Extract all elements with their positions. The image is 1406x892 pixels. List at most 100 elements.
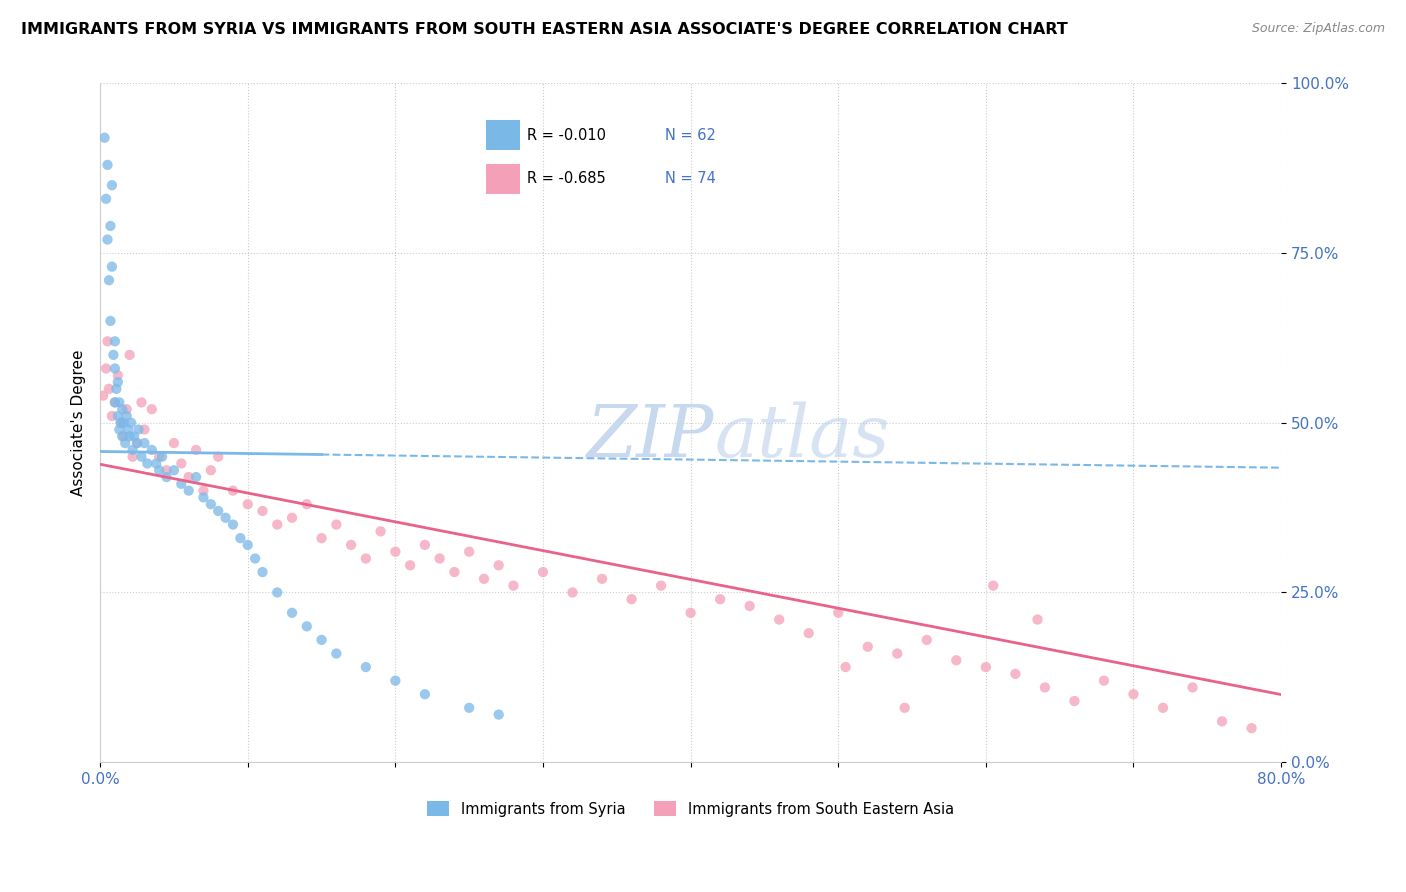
Point xyxy=(413,538,436,552)
Point xyxy=(384,673,406,688)
Point xyxy=(1004,666,1026,681)
Point xyxy=(1122,687,1144,701)
Point xyxy=(281,606,304,620)
Point xyxy=(236,538,259,552)
Point xyxy=(354,551,377,566)
Point xyxy=(110,416,132,430)
Point xyxy=(141,442,163,457)
Point xyxy=(125,436,148,450)
Point xyxy=(488,707,510,722)
Point xyxy=(120,416,142,430)
Point xyxy=(108,423,131,437)
Point xyxy=(1181,681,1204,695)
Point xyxy=(121,450,143,464)
Point xyxy=(1092,673,1115,688)
Point xyxy=(295,619,318,633)
Point xyxy=(98,273,121,287)
Point xyxy=(295,497,318,511)
Point xyxy=(104,334,127,349)
Point xyxy=(100,219,122,233)
Point xyxy=(200,463,222,477)
Point xyxy=(128,423,150,437)
Point xyxy=(184,470,207,484)
Point xyxy=(252,504,274,518)
Point xyxy=(118,429,141,443)
Point xyxy=(311,632,333,647)
Point xyxy=(325,647,347,661)
Point xyxy=(193,483,215,498)
Point xyxy=(91,389,114,403)
Point xyxy=(117,423,139,437)
Point xyxy=(94,361,117,376)
Point xyxy=(354,660,377,674)
Point xyxy=(94,192,117,206)
Point xyxy=(145,457,167,471)
Text: ZIP: ZIP xyxy=(586,401,714,472)
Point xyxy=(131,450,153,464)
Point xyxy=(177,483,200,498)
Point xyxy=(177,470,200,484)
Point xyxy=(110,416,132,430)
Point xyxy=(1026,613,1049,627)
Point xyxy=(105,382,128,396)
Point xyxy=(340,538,363,552)
Point xyxy=(108,395,131,409)
Point xyxy=(1063,694,1085,708)
Point xyxy=(281,510,304,524)
Point xyxy=(121,442,143,457)
Point xyxy=(1033,681,1056,695)
Point xyxy=(96,158,118,172)
Point xyxy=(96,334,118,349)
Point xyxy=(1240,721,1263,735)
Point xyxy=(502,579,524,593)
Point xyxy=(443,565,465,579)
Point xyxy=(122,429,145,443)
Point xyxy=(458,700,481,714)
Point xyxy=(797,626,820,640)
Point xyxy=(399,558,422,573)
Point xyxy=(100,314,122,328)
Point xyxy=(101,178,124,193)
Point xyxy=(856,640,879,654)
Point xyxy=(738,599,761,613)
Point xyxy=(101,260,124,274)
Point xyxy=(429,551,451,566)
Point xyxy=(1211,714,1233,729)
Point xyxy=(200,497,222,511)
Point xyxy=(163,436,186,450)
Point xyxy=(155,470,177,484)
Point xyxy=(107,375,129,389)
Point xyxy=(650,579,672,593)
Point xyxy=(384,545,406,559)
Text: IMMIGRANTS FROM SYRIA VS IMMIGRANTS FROM SOUTH EASTERN ASIA ASSOCIATE'S DEGREE C: IMMIGRANTS FROM SYRIA VS IMMIGRANTS FROM… xyxy=(21,22,1067,37)
Y-axis label: Associate's Degree: Associate's Degree xyxy=(72,350,86,496)
Point xyxy=(886,647,908,661)
Point xyxy=(252,565,274,579)
Point xyxy=(111,429,134,443)
Point xyxy=(148,450,170,464)
Point xyxy=(207,504,229,518)
Point xyxy=(96,233,118,247)
Point xyxy=(561,585,583,599)
Point xyxy=(974,660,997,674)
Point xyxy=(679,606,702,620)
Point xyxy=(131,395,153,409)
Point xyxy=(134,423,156,437)
Point xyxy=(170,457,193,471)
Point xyxy=(136,457,159,471)
Point xyxy=(266,517,288,532)
Point xyxy=(243,551,266,566)
Point xyxy=(114,436,136,450)
Point xyxy=(163,463,186,477)
Point xyxy=(184,442,207,457)
Point xyxy=(311,531,333,545)
Point xyxy=(115,402,138,417)
Point xyxy=(370,524,392,539)
Point xyxy=(193,491,215,505)
Point xyxy=(266,585,288,599)
Point xyxy=(488,558,510,573)
Point xyxy=(112,416,135,430)
Point xyxy=(125,436,148,450)
Point xyxy=(620,592,643,607)
Point xyxy=(115,409,138,423)
